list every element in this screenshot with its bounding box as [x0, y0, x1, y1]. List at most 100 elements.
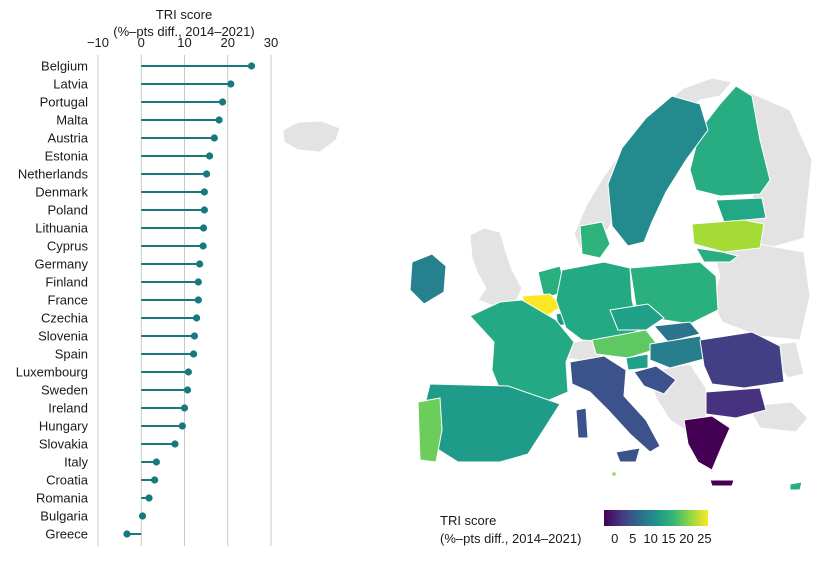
- dot-lithuania: [199, 224, 208, 232]
- country-label-malta: Malta: [56, 113, 89, 128]
- country-label-belgium: Belgium: [41, 59, 88, 74]
- country-label-greece: Greece: [45, 527, 88, 542]
- country-label-germany: Germany: [35, 257, 89, 272]
- dot-estonia: [205, 152, 214, 160]
- dot-czechia: [193, 314, 201, 322]
- map-iceland: [282, 120, 341, 153]
- dot-luxembourg: [184, 368, 192, 376]
- dot-bulgaria: [138, 512, 147, 520]
- country-label-czechia: Czechia: [41, 311, 89, 326]
- map-greece: [683, 415, 731, 471]
- country-label-slovakia: Slovakia: [39, 437, 89, 452]
- map-malta: [611, 471, 617, 477]
- dot-ireland: [180, 404, 189, 412]
- colorbar-tick-3: 15: [661, 531, 675, 546]
- dot-finland: [194, 278, 202, 286]
- colorbar-title-line2: (%–pts diff., 2014–2021): [440, 531, 581, 546]
- country-label-romania: Romania: [36, 491, 89, 506]
- dot-italy: [152, 458, 160, 466]
- colorbar-ticks: 0 5 10 15 20 25: [611, 531, 712, 546]
- country-label-netherlands: Netherlands: [18, 167, 89, 182]
- dot-hungary: [178, 422, 186, 430]
- x-axis-title-line2: (%–pts diff., 2014–2021): [113, 24, 254, 39]
- x-tick-label-0: −10: [87, 35, 109, 50]
- country-label-italy: Italy: [64, 455, 88, 470]
- x-tick-label-3: 20: [221, 35, 235, 50]
- x-axis-title-line1: TRI score: [156, 7, 212, 22]
- dot-slovenia: [190, 332, 199, 340]
- map-estonia: [715, 197, 767, 223]
- dot-latvia: [227, 80, 235, 88]
- lollipop-chart: TRI score (%–pts diff., 2014–2021) −10 0 1…: [16, 7, 278, 546]
- dot-greece: [123, 530, 131, 538]
- x-tick-label-2: 10: [177, 35, 191, 50]
- map-great-britain: [469, 227, 523, 307]
- map-czechia: [609, 303, 665, 331]
- dot-spain: [189, 350, 198, 358]
- country-label-ireland: Ireland: [48, 401, 88, 416]
- map-denmark: [579, 221, 611, 259]
- dot-sweden: [183, 386, 192, 394]
- stems: [126, 65, 252, 535]
- x-tick-label-4: 30: [264, 35, 278, 50]
- colorbar-tick-1: 5: [629, 531, 636, 546]
- dots: [123, 62, 256, 538]
- map-cyprus: [789, 481, 803, 491]
- x-tick-label-1: 0: [138, 35, 145, 50]
- map-italy: [569, 355, 661, 453]
- country-labels: Belgium Latvia Portugal Malta Austria Estonia…: [16, 59, 89, 542]
- dot-croatia: [151, 476, 159, 484]
- colorbar-tick-0: 0: [611, 531, 618, 546]
- europe-map: [282, 77, 813, 491]
- map-sicily: [615, 447, 641, 463]
- map-latvia: [691, 219, 765, 253]
- country-label-slovenia: Slovenia: [38, 329, 89, 344]
- map-ireland: [409, 253, 447, 305]
- map-slovakia: [652, 321, 701, 343]
- country-label-france: France: [48, 293, 88, 308]
- map-portugal: [417, 397, 443, 463]
- colorbar-legend: TRI score (%–pts diff., 2014–2021) 0 5 10 1…: [440, 510, 712, 546]
- dot-austria: [210, 134, 218, 142]
- dot-france: [194, 296, 202, 304]
- map-sardinia: [575, 407, 589, 439]
- country-label-spain: Spain: [55, 347, 88, 362]
- country-label-poland: Poland: [48, 203, 88, 218]
- dot-netherlands: [202, 170, 211, 178]
- dot-portugal: [218, 98, 227, 106]
- map-austria: [591, 329, 661, 359]
- map-hungary: [649, 335, 709, 369]
- colorbar-title-line1: TRI score: [440, 513, 496, 528]
- dot-poland: [200, 206, 208, 214]
- country-label-lithuania: Lithuania: [35, 221, 89, 236]
- dot-belgium: [247, 62, 256, 70]
- map-france: [469, 299, 575, 405]
- map-crete: [709, 479, 735, 487]
- country-label-finland: Finland: [45, 275, 88, 290]
- colorbar-tick-4: 20: [679, 531, 693, 546]
- country-label-austria: Austria: [48, 131, 89, 146]
- map-sweden: [607, 95, 709, 247]
- country-label-latvia: Latvia: [53, 77, 88, 92]
- dot-germany: [196, 260, 204, 268]
- colorbar-tick-5: 25: [697, 531, 711, 546]
- x-axis-ticks: −10 0 10 20 30: [87, 35, 278, 50]
- country-label-croatia: Croatia: [46, 473, 89, 488]
- map-bulgaria: [705, 387, 767, 419]
- map-finland: [689, 85, 771, 197]
- dot-denmark: [200, 188, 208, 196]
- country-label-denmark: Denmark: [35, 185, 88, 200]
- colorbar-tick-2: 10: [643, 531, 657, 546]
- dot-slovakia: [171, 440, 179, 448]
- dot-malta: [215, 116, 223, 124]
- country-label-portugal: Portugal: [40, 95, 89, 110]
- dot-romania: [145, 494, 153, 502]
- country-label-sweden: Sweden: [41, 383, 88, 398]
- country-label-estonia: Estonia: [45, 149, 89, 164]
- country-label-cyprus: Cyprus: [47, 239, 89, 254]
- country-label-luxembourg: Luxembourg: [16, 365, 88, 380]
- colorbar-gradient: [604, 510, 708, 526]
- country-label-bulgaria: Bulgaria: [40, 509, 88, 524]
- map-romania: [699, 331, 785, 389]
